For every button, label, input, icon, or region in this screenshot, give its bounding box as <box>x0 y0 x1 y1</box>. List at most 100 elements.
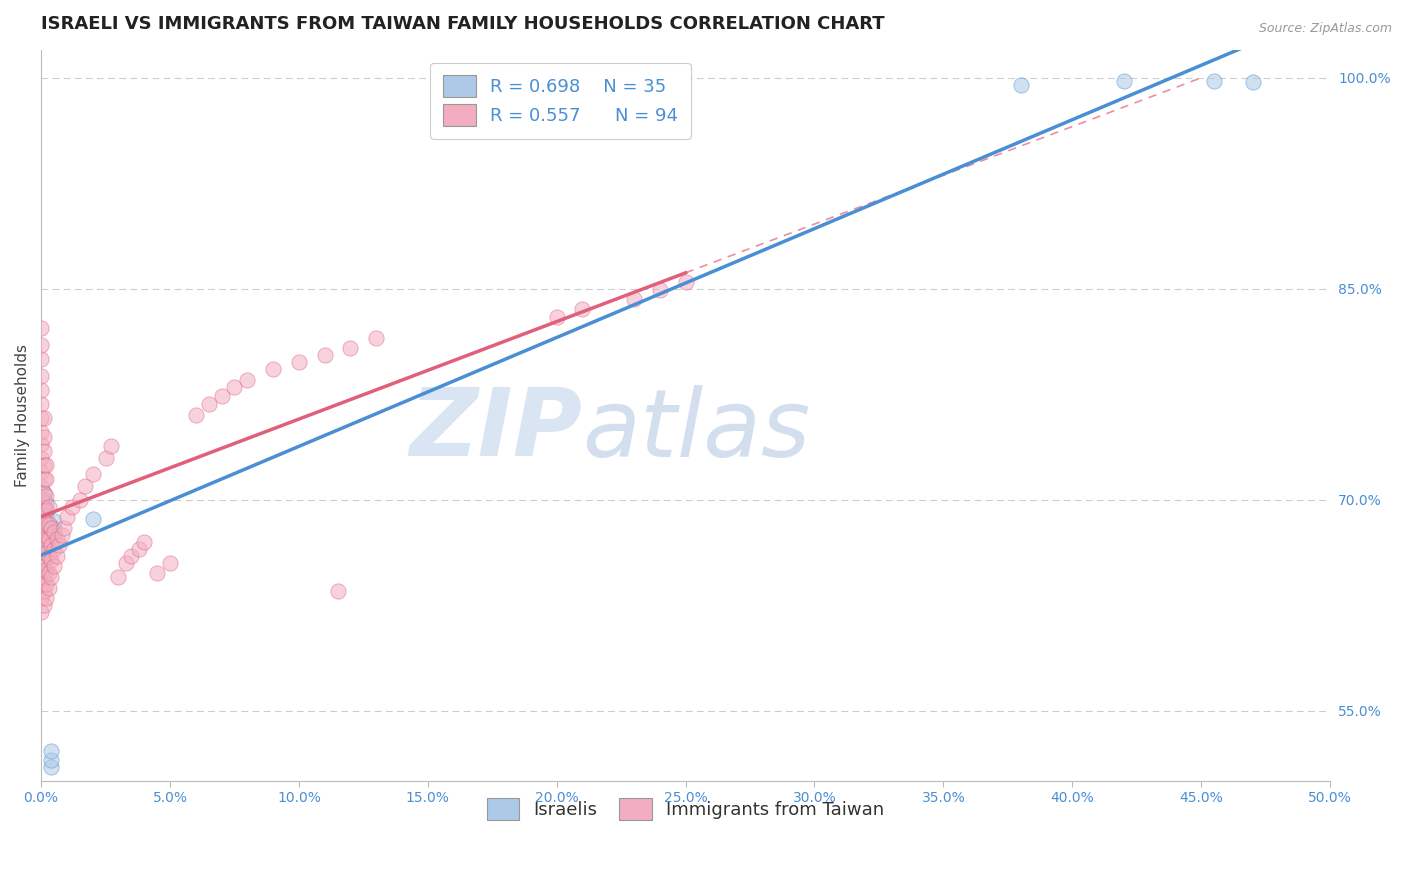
Legend: Israelis, Immigrants from Taiwan: Israelis, Immigrants from Taiwan <box>479 790 891 827</box>
Point <box>42 521 65 535</box>
Point <box>38 525 60 540</box>
Point <box>1112 74 1135 88</box>
Point <box>326 584 349 599</box>
Point <box>45 532 67 546</box>
Point <box>35 532 58 546</box>
Point <box>32 492 55 507</box>
Text: ISRAELI VS IMMIGRANTS FROM TAIWAN FAMILY HOUSEHOLDS CORRELATION CHART: ISRAELI VS IMMIGRANTS FROM TAIWAN FAMILY… <box>41 15 884 33</box>
Point <box>38 500 60 514</box>
Point <box>94 450 117 465</box>
Point <box>35 563 58 577</box>
Point <box>35 516 58 531</box>
Point <box>30 369 52 384</box>
Point <box>32 514 55 528</box>
Point <box>41 553 63 567</box>
Point <box>30 507 52 521</box>
Point <box>35 458 58 472</box>
Point <box>30 465 52 479</box>
Point <box>56 509 79 524</box>
Point <box>42 514 65 528</box>
Point <box>42 541 65 556</box>
Point <box>35 509 58 524</box>
Point <box>571 301 593 316</box>
Point <box>32 556 55 570</box>
Point <box>623 292 645 306</box>
Point <box>30 479 52 493</box>
Point <box>1202 74 1225 88</box>
Point <box>30 436 52 450</box>
Point <box>35 577 58 591</box>
Point <box>38 516 60 531</box>
Point <box>42 525 65 540</box>
Text: atlas: atlas <box>582 384 811 475</box>
Point <box>30 383 52 397</box>
Point <box>30 492 52 507</box>
Text: Source: ZipAtlas.com: Source: ZipAtlas.com <box>1258 22 1392 36</box>
Point <box>32 551 55 566</box>
Point <box>30 591 52 606</box>
Point <box>48 538 70 552</box>
Point <box>32 521 55 535</box>
Point <box>146 566 169 580</box>
Point <box>32 570 55 584</box>
Point <box>42 528 65 542</box>
Point <box>32 458 55 472</box>
Point <box>32 411 55 425</box>
Point <box>128 541 150 556</box>
Point <box>32 528 55 542</box>
Point <box>1010 78 1032 92</box>
Point <box>32 429 55 443</box>
Point <box>35 532 58 546</box>
Point <box>30 556 52 570</box>
Point <box>41 521 63 535</box>
Point <box>38 549 60 563</box>
Point <box>32 584 55 599</box>
Point <box>35 502 58 516</box>
Point <box>197 397 219 411</box>
Point <box>38 532 60 546</box>
Point <box>30 411 52 425</box>
Point <box>107 570 129 584</box>
Point <box>41 760 63 774</box>
Point <box>38 582 60 596</box>
Point <box>42 558 65 573</box>
Point <box>32 599 55 613</box>
Point <box>38 518 60 533</box>
Point <box>35 546 58 560</box>
Point <box>32 472 55 486</box>
Point <box>159 556 181 570</box>
Point <box>120 549 142 563</box>
Point <box>30 563 52 577</box>
Point <box>366 331 388 345</box>
Point <box>32 507 55 521</box>
Point <box>30 425 52 440</box>
Point <box>288 355 311 369</box>
Point <box>32 538 55 552</box>
Point <box>100 439 122 453</box>
Point <box>35 495 58 509</box>
Point <box>30 528 52 542</box>
Point <box>60 500 83 514</box>
Point <box>30 321 52 335</box>
Point <box>211 389 233 403</box>
Point <box>41 538 63 552</box>
Point <box>41 753 63 767</box>
Point <box>32 528 55 542</box>
Point <box>32 500 55 514</box>
Text: ZIP: ZIP <box>409 384 582 476</box>
Point <box>35 591 58 606</box>
Point <box>30 549 52 563</box>
Point <box>30 577 52 591</box>
Point <box>224 380 246 394</box>
Point <box>30 566 52 580</box>
Point <box>35 472 58 486</box>
Point <box>73 479 96 493</box>
Point <box>30 605 52 619</box>
Point <box>53 521 76 535</box>
Point <box>82 467 104 482</box>
Point <box>32 500 55 514</box>
Point <box>30 397 52 411</box>
Point <box>32 545 55 559</box>
Point <box>41 570 63 584</box>
Point <box>30 338 52 352</box>
